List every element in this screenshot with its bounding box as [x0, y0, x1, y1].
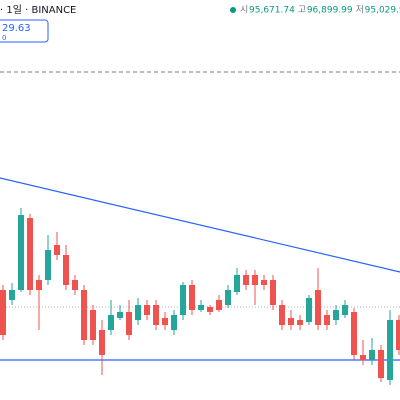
candle-body — [270, 280, 276, 305]
candle-body — [9, 290, 15, 300]
ohlc-label: 저 — [356, 5, 364, 16]
status-dot — [230, 7, 236, 13]
candle-body — [378, 350, 384, 378]
candle-body — [369, 350, 375, 360]
price-box — [0, 19, 49, 43]
candle-body — [279, 305, 285, 325]
candle-body — [342, 305, 348, 315]
candle-body — [54, 245, 60, 255]
candle-body — [90, 310, 96, 340]
candle-body — [162, 318, 168, 325]
candle-body — [207, 307, 213, 312]
candle-body — [126, 312, 132, 335]
ohlc-label: 시 — [240, 5, 248, 16]
candle-body — [324, 315, 330, 325]
candle-body — [243, 275, 249, 285]
candle-body — [297, 320, 303, 325]
candle-body — [396, 320, 400, 350]
candle-body — [288, 318, 294, 325]
candle-body — [252, 275, 258, 285]
trendline — [0, 177, 400, 273]
candle-body — [0, 290, 6, 335]
candle-body — [135, 305, 141, 320]
candle-body — [360, 355, 366, 360]
candle-body — [117, 312, 123, 318]
candle-body — [351, 312, 357, 355]
candle-body — [387, 320, 393, 380]
candle-body — [198, 305, 204, 310]
price-box-price: 29.63 — [2, 23, 31, 34]
candle-body — [333, 310, 339, 320]
ohlc-value: 95,671.74 — [249, 6, 295, 16]
price-box-sub: 0 — [2, 34, 6, 42]
candle-body — [171, 315, 177, 330]
candle-body — [27, 218, 33, 290]
candle-body — [306, 298, 312, 322]
candle-body — [234, 275, 240, 292]
candle-body — [315, 290, 321, 325]
candle-body — [261, 280, 267, 285]
candle-body — [180, 285, 186, 315]
candle-body — [63, 255, 69, 285]
candle-body — [99, 330, 105, 355]
ohlc-value: 96,899.99 — [307, 6, 353, 16]
ohlc-label: 고 — [298, 6, 306, 16]
ohlc-value: 95,029.99 — [365, 6, 400, 16]
candle-body — [81, 290, 87, 340]
candle-body — [189, 285, 195, 310]
candle-body — [108, 315, 114, 330]
candle-body — [216, 300, 222, 310]
candle-body — [45, 250, 51, 280]
candle-body — [18, 215, 24, 290]
candle-body — [225, 290, 231, 305]
candle-body — [72, 280, 78, 290]
interval: · 1일 · BINANCE — [0, 4, 76, 16]
candle-body — [36, 280, 42, 290]
candle-body — [144, 305, 150, 315]
candle-body — [153, 305, 159, 325]
